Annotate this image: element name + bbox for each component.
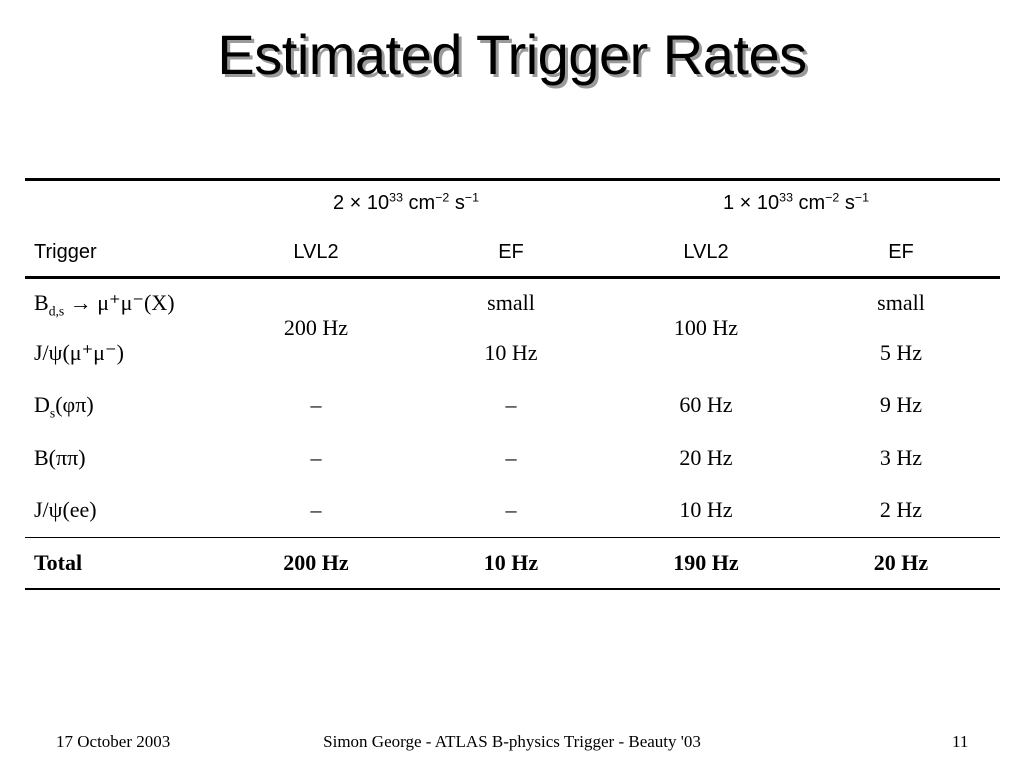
- ef-high-ds-phipi: –: [505, 392, 517, 417]
- luminosity-header-2e33: 2 × 1033 cm−2 s−1: [333, 190, 480, 214]
- lvl2-low-jpsi-ee: 10 Hz: [679, 497, 733, 522]
- table-total-rule: [25, 537, 1000, 538]
- column-header-lvl2-high: LVL2: [293, 241, 339, 263]
- lvl2-high-merged: 200 Hz: [283, 315, 349, 340]
- lvl2-low-ds-phipi: 60 Hz: [679, 392, 733, 417]
- column-header-lvl2-low: LVL2: [683, 241, 729, 263]
- lvl2-low-b-pipi: 20 Hz: [679, 445, 733, 470]
- ef-low-jpsi-ee: 2 Hz: [879, 497, 923, 522]
- total-label: Total: [34, 550, 83, 575]
- column-header-trigger: Trigger: [34, 241, 97, 263]
- ef-high-bds-mumu: small: [487, 290, 535, 315]
- ef-low-b-pipi: 3 Hz: [879, 445, 923, 470]
- trigger-label-jpsi-ee: J/ψ(ee): [34, 497, 97, 522]
- ef-high-jpsi-ee: –: [505, 497, 517, 522]
- footer-page-number: 11: [952, 732, 969, 751]
- lvl2-high-b-pipi: –: [310, 445, 322, 470]
- trigger-label-bds-mumu: Bd,s → μ⁺μ⁻(X): [34, 290, 175, 319]
- total-ef-low: 20 Hz: [873, 550, 929, 575]
- ef-low-jpsi-mumu: 5 Hz: [879, 340, 923, 365]
- total-ef-high: 10 Hz: [483, 550, 539, 575]
- slide-title: Estimated Trigger Rates: [217, 23, 807, 86]
- table-header-rule: [25, 276, 1000, 279]
- trigger-label-b-pipi: B(ππ): [34, 445, 86, 470]
- lvl2-high-ds-phipi: –: [310, 392, 322, 417]
- column-header-ef-high: EF: [498, 241, 524, 263]
- total-lvl2-low: 190 Hz: [673, 550, 739, 575]
- ef-low-bds-mumu: small: [877, 290, 925, 315]
- lvl2-low-merged: 100 Hz: [673, 315, 739, 340]
- column-header-ef-low: EF: [888, 241, 914, 263]
- luminosity-header-1e33: 1 × 1033 cm−2 s−1: [723, 190, 870, 214]
- table-top-rule: [25, 178, 1000, 181]
- ef-low-ds-phipi: 9 Hz: [879, 392, 923, 417]
- trigger-label-ds-phipi: Ds(φπ): [34, 392, 94, 421]
- ef-high-b-pipi: –: [505, 445, 517, 470]
- table-bottom-rule: [25, 588, 1000, 590]
- lvl2-high-jpsi-ee: –: [310, 497, 322, 522]
- total-lvl2-high: 200 Hz: [283, 550, 349, 575]
- footer-date: 17 October 2003: [56, 732, 171, 751]
- ef-high-jpsi-mumu: 10 Hz: [484, 340, 538, 365]
- trigger-label-jpsi-mumu: J/ψ(μ⁺μ⁻): [34, 340, 124, 365]
- footer-center-text: Simon George - ATLAS B-physics Trigger -…: [323, 732, 701, 751]
